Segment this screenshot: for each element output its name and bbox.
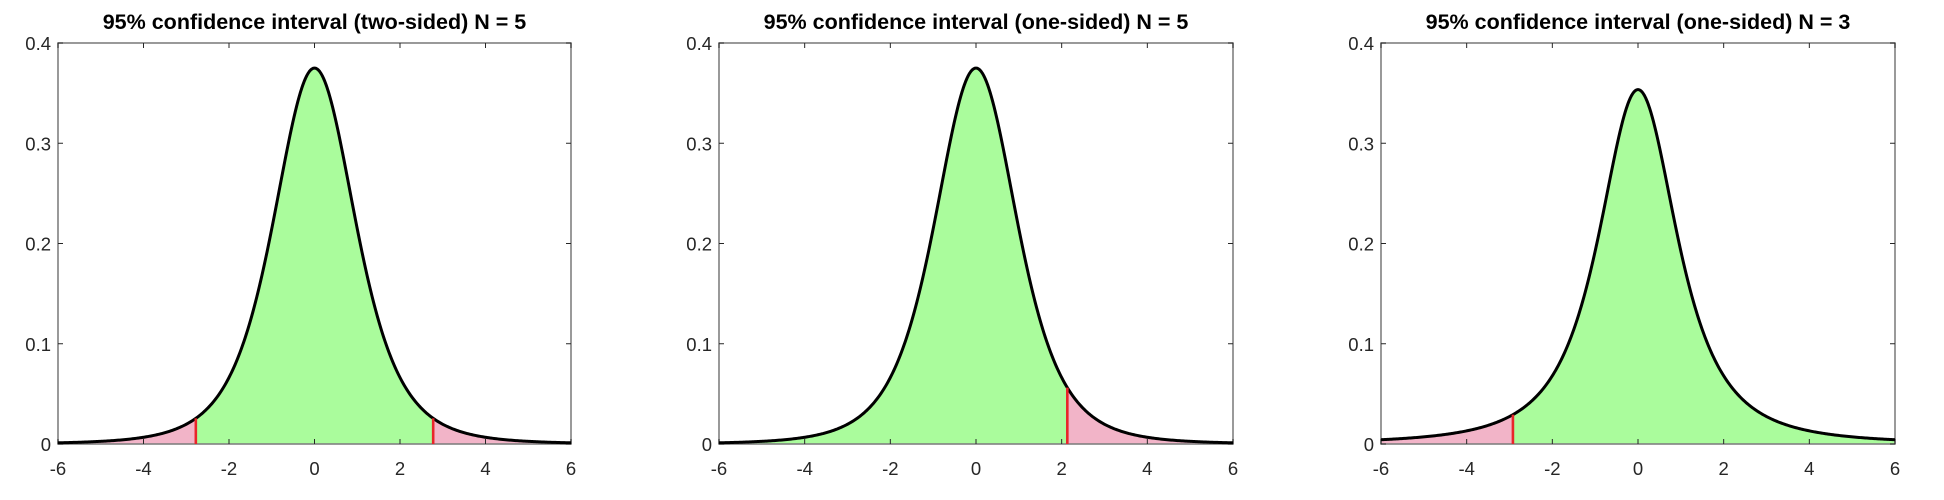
y-tick-label: 0.3 (1348, 133, 1374, 154)
reject-region-fill (433, 418, 571, 444)
x-tick-label: -2 (1544, 458, 1560, 479)
x-tick-label: 4 (480, 458, 490, 479)
pdf-curve (1380, 88, 1896, 442)
y-tick-label: 0 (41, 434, 51, 455)
x-tick-label: -6 (711, 458, 727, 479)
x-tick-label: -2 (221, 458, 237, 479)
subplot-title: 95% confidence interval (one-sided) N = … (1426, 10, 1851, 34)
accept-region-fill (195, 68, 434, 444)
x-tick-label: 4 (1142, 458, 1152, 479)
reject-region-fill (1381, 414, 1513, 444)
y-tick-label: 0.2 (686, 234, 712, 255)
reject-region-fill (1067, 387, 1233, 444)
plot-area: -6 -4 -2 0 2 4 6 0 0.1 0.2 0.3 0.4 (1348, 33, 1900, 479)
y-tick-label: 0.1 (1348, 334, 1374, 355)
y-tick-label: 0.4 (25, 33, 51, 54)
x-tick-label: -4 (1458, 458, 1474, 479)
y-tick-label: 0.1 (686, 334, 712, 355)
y-tick-label: 0.2 (25, 234, 51, 255)
subplot-two-sided-n5: 95% confidence interval (two-sided) N = … (25, 10, 576, 479)
x-tick-label: 2 (1057, 458, 1067, 479)
subplot-title: 95% confidence interval (two-sided) N = … (103, 10, 527, 34)
x-tick-label: 6 (566, 458, 576, 479)
reject-region-fill (58, 418, 196, 444)
y-tick-label: 0.3 (25, 133, 51, 154)
x-tick-label: -6 (50, 458, 66, 479)
subplot-one-sided-lower-n3: 95% confidence interval (one-sided) N = … (1348, 10, 1900, 479)
x-tick-label: -4 (796, 458, 812, 479)
y-tick-label: 0 (1364, 434, 1374, 455)
x-tick-label: 2 (1719, 458, 1729, 479)
accept-region-fill (1512, 89, 1895, 445)
accept-region-fill (719, 68, 1068, 444)
pdf-curve (718, 66, 1234, 445)
plot-area: -6 -4 -2 0 2 4 6 0 0.1 0.2 0.3 0.4 (25, 33, 576, 479)
x-tick-label: 6 (1228, 458, 1238, 479)
x-tick-label: 0 (971, 458, 981, 479)
x-tick-label: 4 (1804, 458, 1814, 479)
x-tick-label: 2 (395, 458, 405, 479)
y-tick-label: 0.3 (686, 133, 712, 154)
subplot-one-sided-upper-n5: 95% confidence interval (one-sided) N = … (686, 10, 1238, 479)
x-tick-label: 0 (309, 458, 319, 479)
x-tick-label: 0 (1633, 458, 1643, 479)
x-tick-label: -2 (882, 458, 898, 479)
subplot-title: 95% confidence interval (one-sided) N = … (764, 10, 1189, 34)
x-tick-label: -4 (135, 458, 151, 479)
y-tick-label: 0.1 (25, 334, 51, 355)
plot-area: -6 -4 -2 0 2 4 6 0 0.1 0.2 0.3 0.4 (686, 33, 1238, 479)
y-tick-label: 0.2 (1348, 234, 1374, 255)
x-tick-label: -6 (1373, 458, 1389, 479)
y-tick-label: 0.4 (686, 33, 712, 54)
y-tick-label: 0 (702, 434, 712, 455)
y-tick-label: 0.4 (1348, 33, 1374, 54)
pdf-curve (57, 66, 572, 445)
x-tick-label: 6 (1890, 458, 1900, 479)
